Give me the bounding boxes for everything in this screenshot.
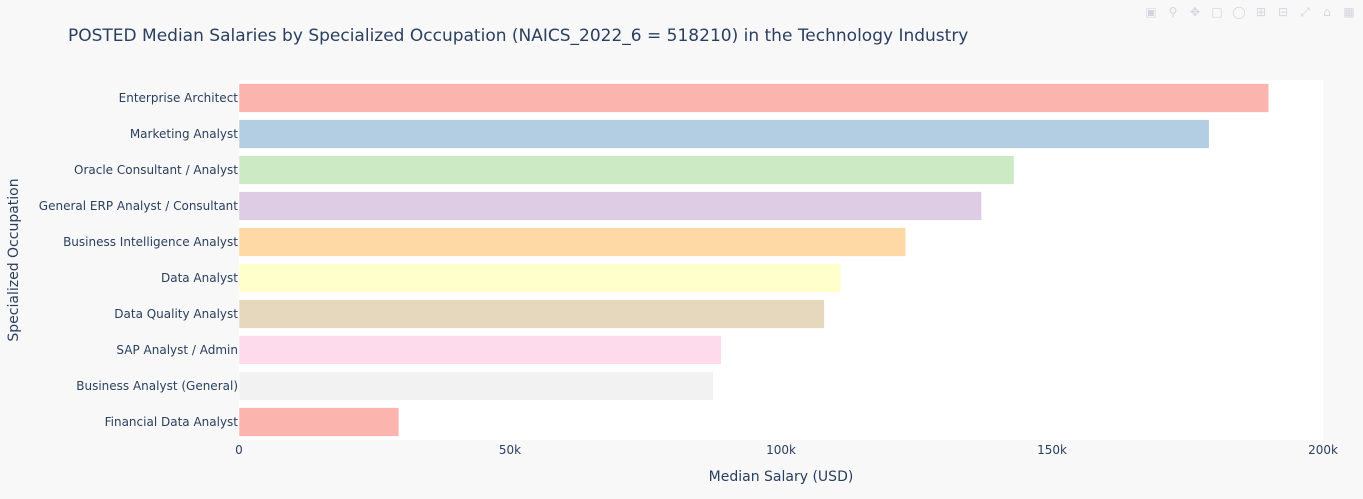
y-tick-label: General ERP Analyst / Consultant [39, 199, 238, 213]
x-axis-title: Median Salary (USD) [709, 469, 854, 485]
x-tick-label: 150k [1037, 443, 1067, 457]
box-select-icon[interactable]: □ [1211, 5, 1223, 19]
chart-title: POSTED Median Salaries by Specialized Oc… [68, 26, 968, 46]
y-tick-label: Financial Data Analyst [105, 415, 239, 429]
bar[interactable] [238, 191, 982, 221]
bar[interactable] [238, 371, 714, 401]
reset-axes-icon[interactable]: ⌂ [1323, 5, 1331, 19]
x-tick-label: 200k [1308, 443, 1338, 457]
y-tick-label: Data Quality Analyst [114, 307, 238, 321]
bar[interactable] [238, 155, 1015, 185]
bar[interactable] [238, 299, 825, 329]
x-tick-label: 0 [235, 443, 243, 457]
autoscale-icon[interactable]: ⤢ [1300, 5, 1310, 19]
bars-layer [238, 83, 1270, 437]
modebar[interactable]: ▣ ⚲ ✥ □ ◯ ⊞ ⊟ ⤢ ⌂ ▦ [1143, 4, 1357, 22]
y-axis-title: Specialized Occupation [6, 178, 22, 341]
bar[interactable] [238, 335, 722, 365]
y-tick-label: Data Analyst [161, 271, 238, 285]
lasso-icon[interactable]: ◯ [1232, 5, 1246, 19]
zoom-icon[interactable]: ⚲ [1168, 5, 1178, 19]
pan-icon[interactable]: ✥ [1189, 5, 1201, 19]
y-tick-label: Marketing Analyst [130, 127, 238, 141]
y-tick-label: Business Analyst (General) [76, 379, 238, 393]
bar[interactable] [238, 227, 906, 257]
x-tick-labels: 0 50k 100k 150k 200k [235, 443, 1338, 457]
x-tick-label: 50k [499, 443, 521, 457]
bar[interactable] [238, 83, 1270, 113]
camera-icon[interactable]: ▣ [1145, 5, 1157, 19]
zoom-in-icon[interactable]: ⊞ [1255, 5, 1267, 19]
y-tick-label: Enterprise Architect [119, 91, 239, 105]
zoom-out-icon[interactable]: ⊟ [1277, 5, 1289, 19]
y-tick-label: SAP Analyst / Admin [116, 343, 238, 357]
bar[interactable] [238, 263, 841, 293]
y-tick-label: Business Intelligence Analyst [63, 235, 238, 249]
plotly-logo-icon[interactable]: ▦ [1343, 5, 1355, 19]
y-tick-labels: Enterprise Architect Marketing Analyst Ora… [39, 91, 238, 429]
y-tick-label: Oracle Consultant / Analyst [74, 163, 238, 177]
bar[interactable] [238, 119, 1210, 149]
x-tick-label: 100k [766, 443, 796, 457]
bar[interactable] [238, 407, 400, 437]
